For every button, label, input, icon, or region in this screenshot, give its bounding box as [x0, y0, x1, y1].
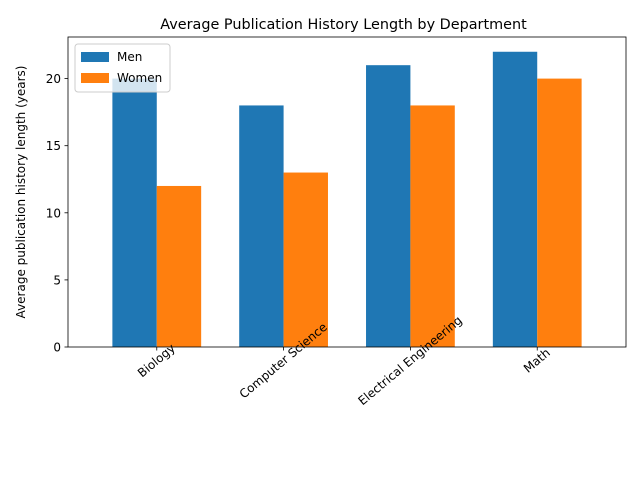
plot-area-frame — [67, 36, 627, 348]
legend-label-men: Men — [117, 50, 142, 64]
bar-women-electrical-engineering — [410, 105, 455, 347]
bar-women-math — [537, 78, 582, 347]
y-tick-label: 15 — [46, 139, 61, 153]
y-axis-label: Average publication history length (year… — [14, 66, 28, 319]
bar-men-biology — [112, 78, 157, 347]
y-tick-label: 20 — [46, 72, 61, 86]
bar-men-math — [492, 51, 538, 348]
bar-women-biology — [156, 185, 202, 347]
y-tick-label: 0 — [53, 341, 61, 355]
y-axis: 0 5 10 15 20 — [46, 72, 68, 355]
y-tick-label: 5 — [53, 273, 61, 287]
bar-women-computer-science — [283, 172, 328, 347]
bar-men-electrical-engineering — [366, 65, 411, 347]
bars-layer — [112, 51, 582, 348]
legend-swatch-men — [81, 52, 109, 62]
bar-men-computer-science — [239, 105, 284, 347]
legend-swatch-women — [81, 73, 109, 83]
y-tick-label: 10 — [46, 206, 61, 220]
legend: Men Women — [74, 43, 171, 93]
legend-label-women: Women — [117, 71, 162, 85]
chart-title: Average Publication History Length by De… — [160, 17, 527, 33]
